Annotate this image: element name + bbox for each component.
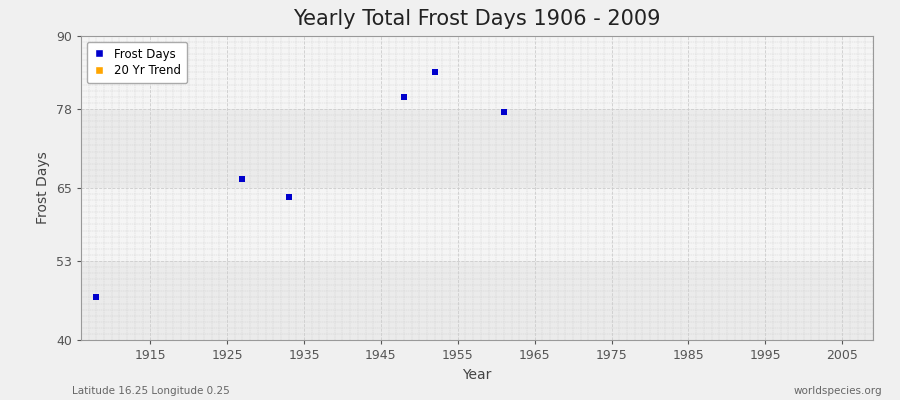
Text: Latitude 16.25 Longitude 0.25: Latitude 16.25 Longitude 0.25: [72, 386, 230, 396]
Point: [89, 294, 104, 301]
Point: [282, 194, 296, 200]
Legend: Frost Days, 20 Yr Trend: Frost Days, 20 Yr Trend: [87, 42, 187, 83]
Point: [235, 176, 249, 182]
Text: worldspecies.org: worldspecies.org: [794, 386, 882, 396]
Bar: [81, 188, 873, 261]
Bar: [81, 36, 873, 109]
Bar: [81, 109, 873, 188]
Point: [428, 69, 442, 76]
Bar: [81, 261, 873, 340]
X-axis label: Year: Year: [463, 368, 491, 382]
Y-axis label: Frost Days: Frost Days: [36, 152, 50, 224]
Point: [397, 94, 411, 100]
Title: Yearly Total Frost Days 1906 - 2009: Yearly Total Frost Days 1906 - 2009: [293, 9, 661, 29]
Point: [497, 109, 511, 115]
